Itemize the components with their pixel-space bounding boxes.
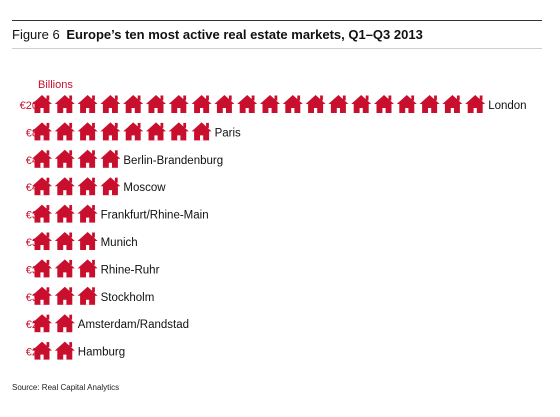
house-icon [77, 177, 98, 196]
house-icon [351, 95, 372, 113]
house-icon [442, 95, 463, 113]
house-icon [77, 204, 98, 223]
house-icon [54, 204, 75, 223]
house-icon [54, 314, 75, 333]
house-icon [32, 314, 52, 333]
house-icon [191, 122, 212, 141]
category-label: Moscow [123, 182, 166, 194]
house-icon [54, 122, 75, 141]
top-rule [12, 20, 542, 21]
house-icon [123, 122, 144, 141]
house-icon [54, 232, 75, 250]
house-icon [77, 95, 98, 113]
house-icon [32, 204, 52, 223]
chart-title: Europe’s ten most active real estate mar… [66, 27, 423, 42]
house-icon [77, 122, 98, 141]
house-icon [396, 95, 417, 113]
category-label: Munich [101, 237, 138, 249]
house-icon [282, 95, 303, 113]
unit-label: Billions [38, 79, 73, 91]
house-icon [191, 95, 212, 113]
house-icon [32, 341, 52, 360]
house-icon [54, 286, 75, 305]
house-icon [54, 259, 75, 278]
house-icon [305, 95, 326, 113]
house-icon [54, 95, 75, 113]
house-icon [146, 95, 166, 113]
house-icon [32, 95, 52, 113]
house-icon [32, 177, 52, 196]
house-icon [77, 286, 98, 305]
category-label: Stockholm [101, 292, 155, 304]
category-label: Hamburg [78, 347, 125, 359]
house-icon [419, 95, 440, 113]
house-icon [214, 95, 235, 113]
category-label: Rhine-Ruhr [101, 264, 160, 276]
house-icon [100, 122, 121, 141]
house-icon [77, 232, 98, 250]
house-icon [32, 232, 52, 250]
house-icon [168, 95, 189, 113]
house-icon [260, 95, 280, 113]
category-label: Frankfurt/Rhine-Main [101, 210, 209, 222]
house-icon [100, 177, 121, 196]
house-icon [465, 95, 486, 113]
figure-title: Figure 6 Europe’s ten most active real e… [12, 27, 423, 42]
house-icon [123, 95, 144, 113]
house-icon [237, 95, 258, 113]
house-icon [100, 149, 121, 168]
house-icon [374, 95, 394, 113]
house-icon [32, 149, 52, 168]
house-icon [77, 149, 98, 168]
source-note: Source: Real Capital Analytics [12, 383, 120, 392]
house-icon [54, 149, 75, 168]
house-icon [146, 122, 166, 141]
category-label: London [488, 100, 526, 112]
house-icon [32, 259, 52, 278]
house-icon [328, 95, 349, 113]
title-rule [12, 48, 542, 49]
house-icon [32, 122, 52, 141]
house-icon [100, 95, 121, 113]
category-label: Paris [215, 127, 241, 139]
house-icon [54, 177, 75, 196]
figure-label: Figure 6 [12, 27, 60, 42]
house-icon [54, 341, 75, 360]
category-label: Amsterdam/Randstad [78, 319, 189, 331]
category-label: Berlin-Brandenburg [123, 155, 223, 167]
house-icon [168, 122, 189, 141]
house-icon [32, 286, 52, 305]
house-icon [77, 259, 98, 278]
